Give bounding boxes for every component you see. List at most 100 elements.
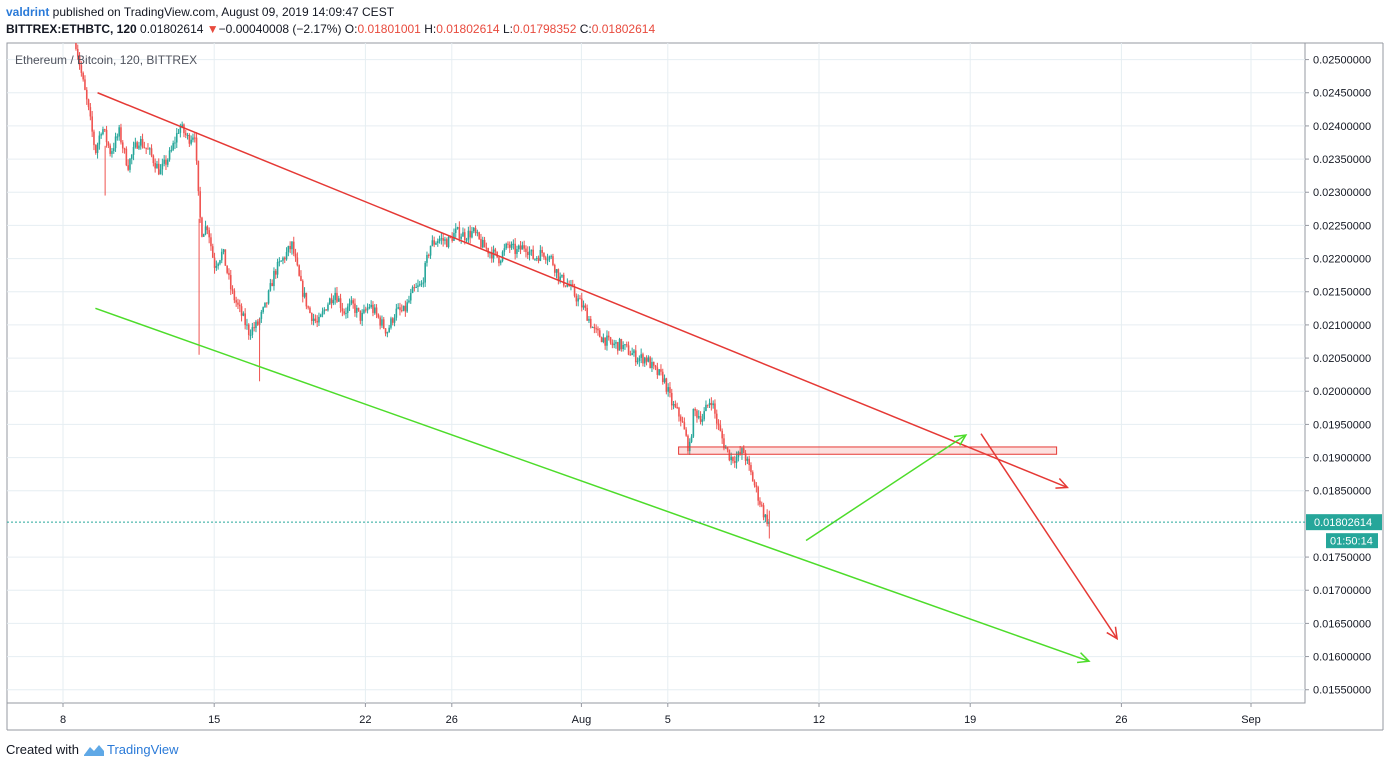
candle-body [564,285,567,287]
candlestick [408,295,410,304]
price-tick-label: 0.01950000 [1313,419,1371,431]
candle-body [121,142,124,149]
candle-body [132,146,135,155]
candle-body [667,387,669,392]
candlestick [327,302,329,312]
candlestick [764,513,767,523]
candlestick [472,226,475,234]
candlestick [748,455,750,471]
candlestick [391,317,394,326]
candle-body [321,311,324,315]
price-change: −0.00040008 (−2.17%) [218,22,342,36]
candlestick [404,300,407,317]
candle-body [294,253,297,258]
candle-body [575,295,578,302]
candlestick [348,298,351,312]
candlestick [696,409,698,423]
price-axis[interactable]: 0.02500000 0.02450000 0.02400000 0.02350000… [1305,55,1371,697]
candle-body [566,284,569,287]
candlestick [78,52,81,70]
candlestick [708,398,711,408]
candlestick [582,300,585,310]
candlestick [625,341,628,348]
candle-body [255,321,257,329]
candlestick [667,383,669,397]
candle-body [588,318,590,321]
candle-body [87,99,90,108]
candlestick [750,462,752,476]
candlestick [733,455,736,468]
candle-body [168,150,171,160]
candlestick [384,328,387,337]
candlestick [109,143,111,157]
candlestick [552,253,554,267]
candlestick [307,305,309,310]
candlestick [382,316,385,330]
candlestick [192,133,194,143]
arrowhead-icon [1106,626,1119,641]
candle-body [377,314,380,318]
candlestick [193,132,196,143]
candlestick [501,250,504,263]
candle-body [530,249,533,252]
candlestick [75,43,77,51]
candle-body [292,241,295,254]
candlestick [328,297,331,305]
arrowhead-icon [1055,478,1069,489]
candle-body [217,263,219,267]
candle-body [224,249,227,266]
candlestick [746,456,749,465]
candlestick [510,241,513,250]
candlestick [201,216,203,238]
candlestick [98,131,101,150]
candle-body [345,312,347,314]
candle-body [417,285,419,287]
candle-body [742,448,745,454]
candle-body [739,451,741,455]
candle-body [670,392,673,406]
candlestick [366,303,369,314]
candle-body [323,309,326,312]
candlestick [415,282,417,289]
candlestick [458,221,461,242]
candle-body [264,302,266,308]
candlestick [174,136,176,150]
candle-body [154,163,156,169]
time-axis[interactable]: 8 15 22 26 Aug 5 12 19 26 Sep [60,703,1261,726]
candle-body [723,438,725,449]
candlestick [462,227,464,237]
candlestick [406,299,408,313]
candlestick [427,253,430,259]
candle-body [343,311,345,314]
candlestick [627,341,630,356]
candlestick [444,236,446,245]
candle-body [94,145,97,153]
drawings-layer[interactable] [95,92,1119,664]
tradingview-link[interactable]: TradingView [83,742,179,757]
candle-body [444,239,446,241]
candle-body [130,154,133,159]
candle-body [426,255,428,263]
candlestick [159,164,162,175]
candlestick [483,236,486,248]
candlestick [699,411,702,425]
candle-body [463,232,466,240]
candle-body [366,307,369,311]
plot-area[interactable] [6,42,1306,704]
candlestick [210,233,212,251]
price-tick-label: 0.02350000 [1313,154,1371,166]
candle-body [93,131,95,146]
candlestick [255,319,257,333]
candlestick [645,355,648,366]
candle-body [285,252,288,260]
candlestick [409,288,412,304]
candle-body [289,245,291,250]
candlestick [514,238,516,260]
candlestick [420,280,423,287]
author-name[interactable]: valdrint [6,5,50,19]
candlestick-series [75,43,770,539]
candle-body [404,305,407,312]
candle-body [460,236,462,239]
candlestick [330,293,333,309]
